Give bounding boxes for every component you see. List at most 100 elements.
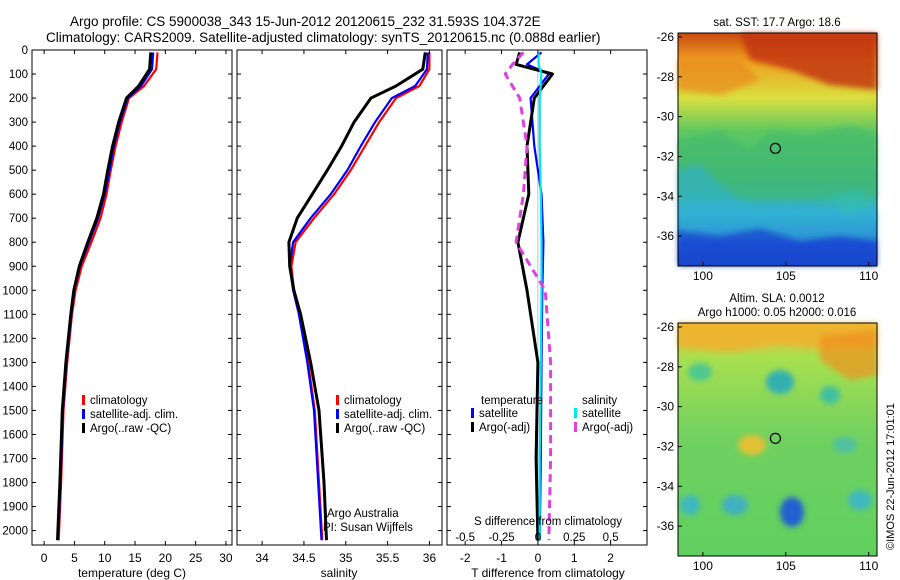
legend-satellite-label: satellite-adj. clim.: [344, 409, 432, 421]
legend-argo-swatch: [82, 423, 85, 433]
legend-climatology-swatch: [82, 395, 85, 405]
x-tick-label: 34: [255, 551, 269, 565]
legend-climatology-swatch: [336, 395, 339, 405]
legend-temp-argo-label: Argo(-adj): [479, 422, 530, 434]
y-tick-label: 1100: [3, 309, 28, 321]
legend-argo-label: Argo(..raw -QC): [344, 423, 425, 435]
sst-map-frame: [677, 32, 878, 267]
map-y-tick-label: -34: [657, 189, 675, 203]
sst-map-panel: sat. SST: 17.7 Argo: 18.6 100 105 110 -26 -2…: [657, 17, 879, 283]
temperature-panel: 0 5 10 15 20 25 300100200300400500600700800900…: [2, 45, 233, 580]
map-y-tick-label: -30: [657, 400, 675, 414]
y-tick-label: 900: [9, 261, 28, 273]
salinity-axes-frame: [236, 49, 443, 546]
y-tick-label: 1900: [2, 502, 28, 514]
legend-satellite-swatch: [336, 409, 339, 419]
y-tick-label: 0: [22, 45, 28, 57]
sst-argo-location-marker: [769, 142, 782, 154]
sla-map-title-line1: Altim. SLA: 0.0012: [729, 293, 824, 305]
map-x-tick-label: 105: [776, 269, 796, 283]
annotation-argo-australia: Argo Australia: [327, 508, 399, 520]
sla-argo-location-marker: [769, 432, 782, 444]
difference-x2label: S difference from climatology: [474, 516, 622, 528]
x2-tick-label: 0.5: [603, 532, 619, 544]
y-tick-label: 1500: [2, 405, 28, 417]
legend-argo-label: Argo(..raw -QC): [90, 423, 171, 435]
difference-xlabel: T difference from climatology: [471, 566, 625, 580]
annotation-pi: PI: Susan Wijffels: [323, 522, 413, 534]
x-tick-label: 34.5: [292, 551, 316, 565]
salinity-panel: 34 34.5 35 35.5 36 salinity climatology sate…: [236, 49, 443, 580]
sla-map-image: [678, 323, 877, 556]
map-x-tick-label: 100: [693, 269, 713, 283]
sla-map-panel: Altim. SLA: 0.0012 Argo h1000: 0.05 h200…: [657, 293, 897, 573]
legend-temp-satellite-label: satellite: [479, 408, 518, 420]
y-tick-label: 1000: [2, 285, 28, 297]
map-y-tick-label: -28: [657, 360, 675, 374]
map-y-tick-label: -32: [657, 439, 675, 453]
header-line2: Climatology: CARS2009. Satellite-adjuste…: [46, 30, 601, 45]
y-tick-label: 400: [9, 141, 28, 153]
legend-satellite-swatch: [82, 409, 85, 419]
x-tick-label: 30: [219, 551, 233, 565]
map-x-tick-label: 110: [859, 559, 878, 573]
x-tick-label: 35: [339, 551, 353, 565]
y-tick-label: 1800: [2, 478, 28, 490]
legend-temp-satellite-swatch: [471, 408, 474, 418]
sla-map-title-line2: Argo h1000: 0.05 h2000: 0.016: [698, 307, 857, 319]
map-y-tick-label: -28: [657, 70, 675, 84]
y-tick-label: 1400: [2, 381, 28, 393]
legend-sal-argo-swatch: [574, 422, 577, 432]
x-tick-label: 5: [71, 551, 78, 565]
map-x-tick-label: 105: [776, 559, 796, 573]
x2-tick-label: -0.25: [488, 532, 514, 544]
sst-map-image: [678, 33, 877, 266]
map-y-tick-label: -26: [657, 30, 675, 44]
header-line1: Argo profile: CS 5900038_343 15-Jun-2012…: [70, 14, 541, 29]
x-tick-label: 10: [98, 551, 112, 565]
y-tick-label: 700: [9, 213, 28, 225]
legend-temperature-header: temperature: [481, 395, 543, 407]
y-tick-label: 2000: [2, 526, 28, 538]
x-tick-label: 1: [571, 551, 578, 565]
difference-panel: -2 -1 0 1 2 -0.5 -0.25 0 0.25 0.5 S difference fr…: [446, 49, 648, 580]
map-x-tick-label: 110: [859, 269, 878, 283]
y-tick-label: 200: [9, 93, 28, 105]
y-tick-label: 600: [9, 189, 28, 201]
sst-map-title: sat. SST: 17.7 Argo: 18.6: [713, 17, 840, 29]
series-line-argo-raw-qc-: [287, 52, 427, 541]
map-x-tick-label: 100: [693, 559, 713, 573]
x-tick-label: 15: [128, 551, 142, 565]
x-tick-label: -1: [496, 551, 507, 565]
x-tick-label: -2: [460, 551, 471, 565]
map-y-tick-label: -36: [657, 229, 675, 243]
y-tick-label: 100: [9, 69, 28, 81]
y-tick-label: 800: [9, 237, 28, 249]
salinity-xlabel: salinity: [321, 566, 358, 580]
salinity-legend: climatology satellite-adj. clim. Argo(..…: [336, 395, 432, 435]
series-line-argo-raw-qc-: [56, 52, 153, 541]
legend-satellite-label: satellite-adj. clim.: [90, 409, 178, 421]
map-y-tick-label: -36: [657, 519, 675, 533]
map-y-tick-label: -26: [657, 320, 675, 334]
x2-tick-label: 0.25: [563, 532, 585, 544]
y-tick-label: 1700: [2, 453, 28, 465]
legend-sal-satellite-swatch: [574, 408, 577, 418]
legend-climatology-label: climatology: [90, 395, 148, 407]
series-line-salinity-satellite: [537, 52, 543, 541]
x-tick-label: 20: [159, 551, 173, 565]
x2-tick-label: -0.5: [455, 532, 475, 544]
legend-salinity-header: salinity: [582, 395, 617, 407]
temperature-xlabel: temperature (deg C): [78, 566, 186, 580]
y-tick-label: 300: [9, 117, 28, 129]
sla-map-frame: [677, 322, 878, 557]
y-tick-label: 1200: [2, 333, 28, 345]
x-tick-label: 0: [41, 551, 48, 565]
legend-climatology-label: climatology: [344, 395, 402, 407]
map-y-tick-label: -34: [657, 479, 675, 493]
temperature-legend: climatology satellite-adj. clim. Argo(..…: [82, 395, 178, 435]
legend-argo-swatch: [336, 423, 339, 433]
x2-tick-label: 0: [535, 532, 541, 544]
difference-legend: temperature salinity satellite Argo(-adj…: [471, 395, 633, 434]
